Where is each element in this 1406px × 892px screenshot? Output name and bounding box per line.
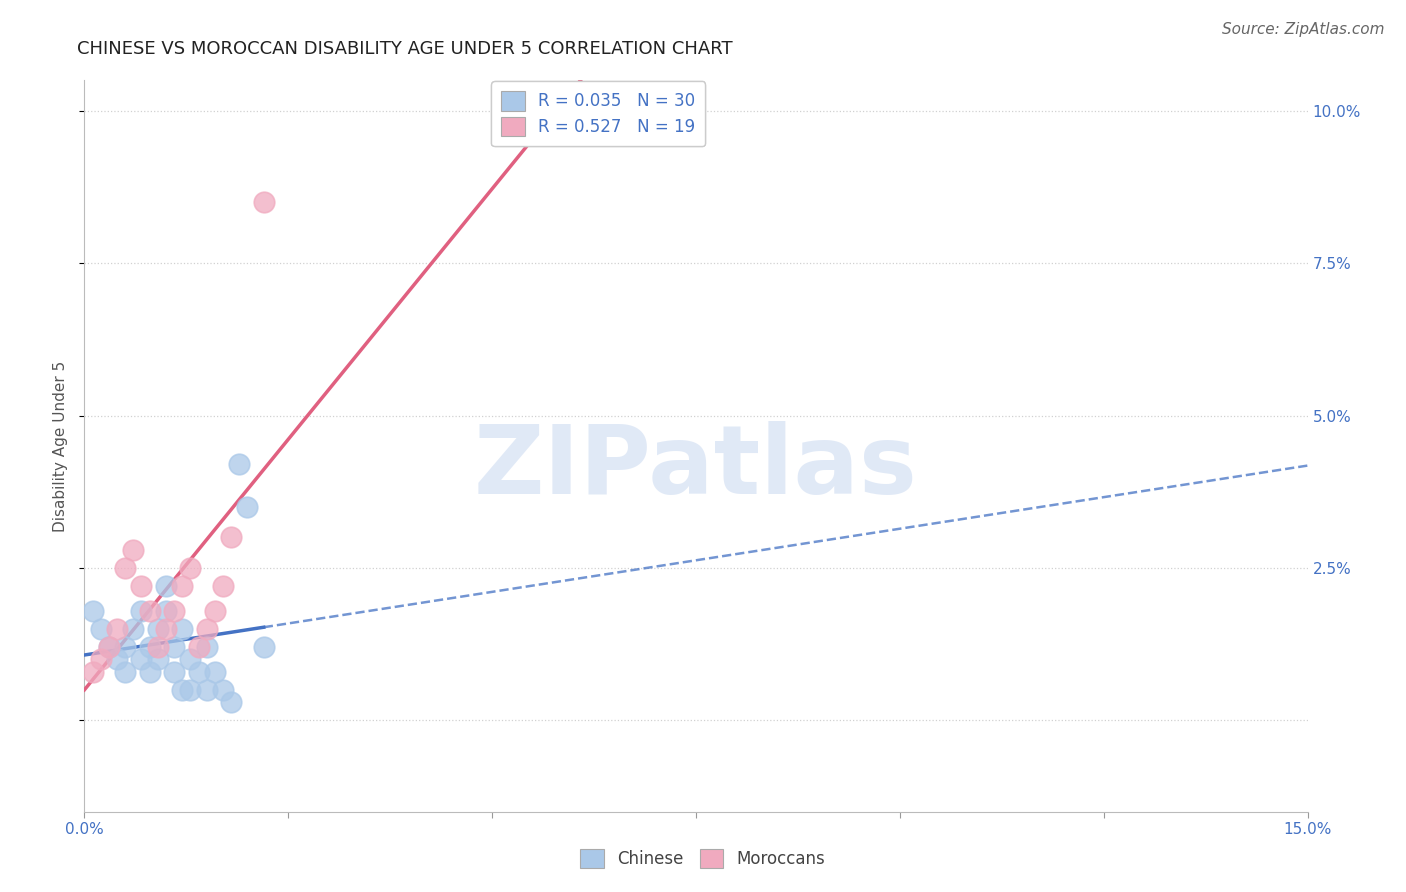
Point	[163, 640, 186, 655]
Legend: R = 0.035   N = 30, R = 0.527   N = 19: R = 0.035 N = 30, R = 0.527 N = 19	[491, 81, 704, 146]
Point	[131, 603, 153, 617]
Point	[155, 579, 177, 593]
Point	[219, 695, 242, 709]
Point	[90, 622, 112, 636]
Point	[82, 665, 104, 679]
Point	[195, 640, 218, 655]
Y-axis label: Disability Age Under 5: Disability Age Under 5	[53, 360, 69, 532]
Point	[131, 652, 153, 666]
Point	[204, 603, 226, 617]
Point	[187, 665, 209, 679]
Point	[253, 195, 276, 210]
Point	[131, 579, 153, 593]
Point	[97, 640, 120, 655]
Point	[146, 640, 169, 655]
Point	[105, 622, 128, 636]
Point	[195, 682, 218, 697]
Point	[253, 640, 276, 655]
Point	[114, 665, 136, 679]
Point	[172, 579, 194, 593]
Point	[122, 542, 145, 557]
Point	[155, 622, 177, 636]
Point	[195, 622, 218, 636]
Point	[204, 665, 226, 679]
Point	[114, 561, 136, 575]
Point	[146, 652, 169, 666]
Legend: Chinese, Moroccans: Chinese, Moroccans	[574, 842, 832, 875]
Text: ZIPatlas: ZIPatlas	[474, 421, 918, 515]
Point	[82, 603, 104, 617]
Point	[179, 652, 201, 666]
Text: Source: ZipAtlas.com: Source: ZipAtlas.com	[1222, 22, 1385, 37]
Point	[163, 665, 186, 679]
Point	[138, 640, 160, 655]
Point	[97, 640, 120, 655]
Point	[172, 682, 194, 697]
Point	[187, 640, 209, 655]
Point	[138, 603, 160, 617]
Point	[219, 530, 242, 544]
Point	[212, 579, 235, 593]
Point	[138, 665, 160, 679]
Point	[146, 622, 169, 636]
Point	[179, 561, 201, 575]
Point	[163, 603, 186, 617]
Point	[236, 500, 259, 514]
Point	[179, 682, 201, 697]
Point	[228, 457, 250, 471]
Text: CHINESE VS MOROCCAN DISABILITY AGE UNDER 5 CORRELATION CHART: CHINESE VS MOROCCAN DISABILITY AGE UNDER…	[77, 40, 733, 58]
Point	[122, 622, 145, 636]
Point	[172, 622, 194, 636]
Point	[155, 603, 177, 617]
Point	[114, 640, 136, 655]
Point	[105, 652, 128, 666]
Point	[212, 682, 235, 697]
Point	[90, 652, 112, 666]
